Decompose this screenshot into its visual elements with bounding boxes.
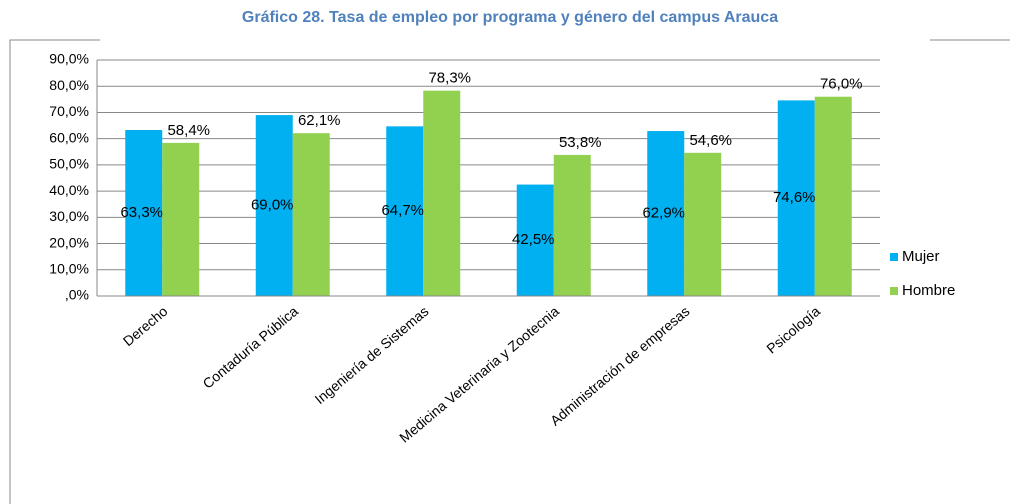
x-tick-label: Contaduría Pública — [200, 303, 302, 392]
bar — [292, 133, 330, 296]
data-label: 53,8% — [559, 134, 602, 151]
bar — [684, 152, 722, 296]
y-tick-label: 90,0% — [49, 51, 89, 67]
legend-swatch — [890, 287, 898, 295]
data-label: 63,3% — [120, 204, 163, 221]
bar — [516, 184, 554, 296]
data-label: 62,9% — [642, 204, 685, 221]
x-tick-label: Derecho — [120, 303, 171, 349]
y-tick-label: 40,0% — [49, 182, 89, 198]
y-tick-label: 50,0% — [49, 156, 89, 172]
data-label: 58,4% — [167, 122, 210, 139]
bar — [777, 100, 815, 296]
x-tick-label: Medicina Veterinaria y Zootecnia — [396, 303, 562, 446]
data-label: 62,1% — [298, 112, 341, 129]
data-label: 76,0% — [820, 76, 863, 93]
data-label: 54,6% — [689, 132, 732, 149]
x-tick-label: Psicología — [763, 303, 823, 357]
chart-frame — [9, 39, 1010, 504]
data-label: 78,3% — [428, 70, 471, 87]
y-tick-label: 10,0% — [49, 260, 89, 276]
bar — [647, 131, 685, 296]
x-tick-label: Ingeniería de Sistemas — [312, 303, 432, 407]
y-tick-label: 20,0% — [49, 234, 89, 250]
chart-title: Gráfico 28. Tasa de empleo por programa … — [242, 9, 778, 26]
bar — [814, 96, 852, 296]
legend-label: Hombre — [902, 282, 955, 299]
legend-swatch — [890, 253, 898, 261]
bar — [255, 115, 293, 296]
bar — [423, 90, 461, 297]
data-label: 74,6% — [773, 189, 816, 206]
x-tick-label: Administración de empresas — [547, 303, 693, 429]
bar — [162, 142, 200, 296]
data-label: 64,7% — [381, 202, 424, 219]
legend-label: Mujer — [902, 248, 940, 265]
bar — [553, 154, 591, 296]
data-label: 69,0% — [251, 197, 294, 214]
y-tick-label: 80,0% — [49, 77, 89, 93]
y-tick-label: 30,0% — [49, 208, 89, 224]
y-tick-label: 70,0% — [49, 103, 89, 119]
data-label: 42,5% — [512, 231, 555, 248]
y-tick-label: 60,0% — [49, 129, 89, 145]
y-tick-label: ,0% — [65, 287, 89, 303]
bar — [125, 130, 163, 296]
bar — [386, 126, 424, 296]
